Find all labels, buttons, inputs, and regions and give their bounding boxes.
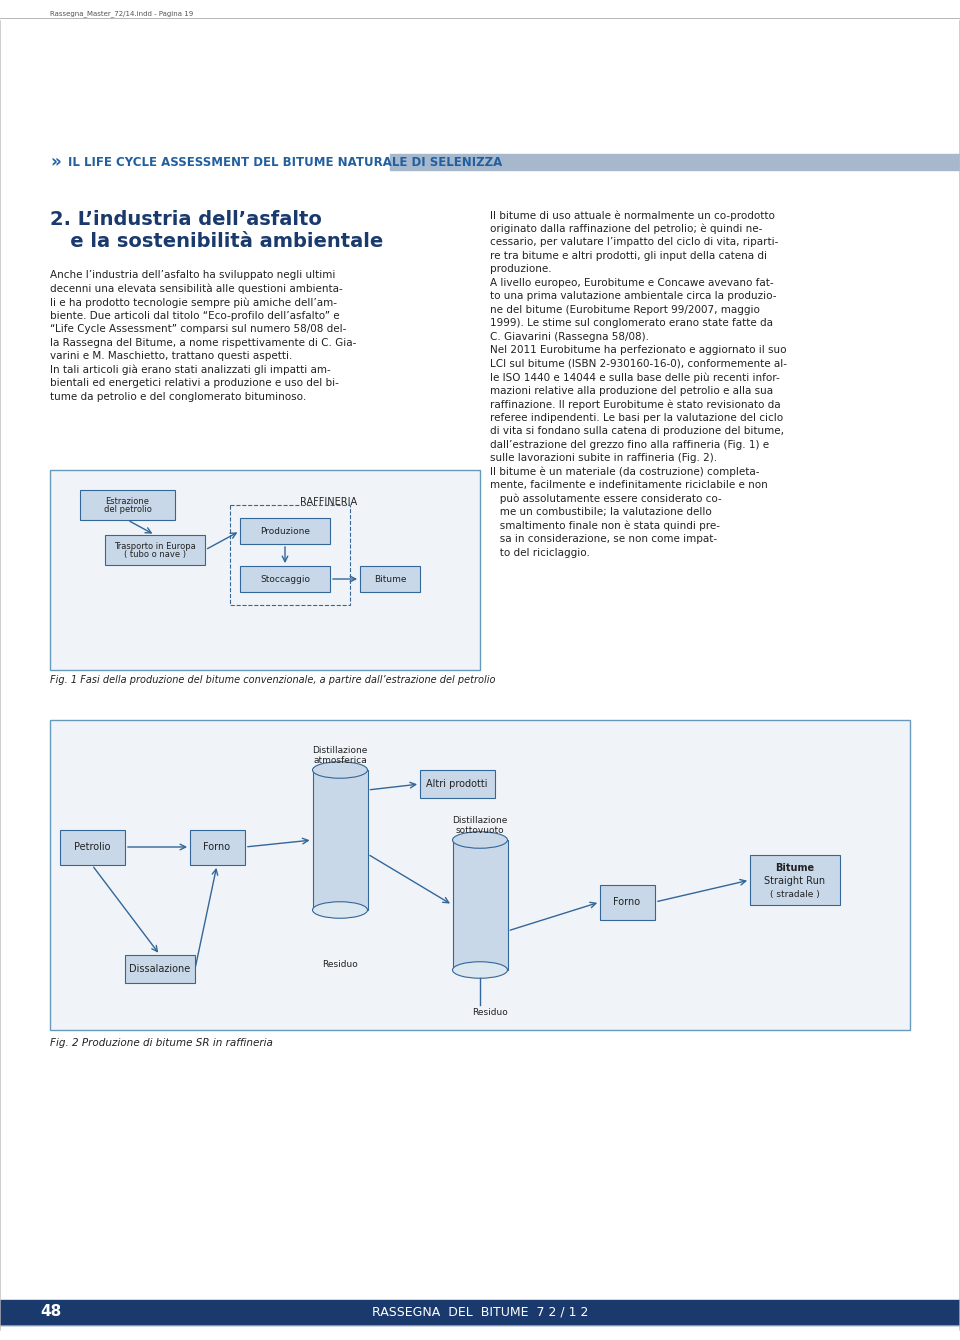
Text: varini e M. Maschietto, trattano questi aspetti.: varini e M. Maschietto, trattano questi … <box>50 351 293 360</box>
Text: Il bitume è un materiale (da costruzione) completa-: Il bitume è un materiale (da costruzione… <box>490 466 759 477</box>
Text: può assolutamente essere considerato co-: può assolutamente essere considerato co- <box>490 493 722 504</box>
Bar <box>80 490 175 520</box>
Text: biente. Due articoli dal titolo “Eco-profilo dell’asfalto” e: biente. Due articoli dal titolo “Eco-pro… <box>50 311 340 320</box>
Bar <box>0 1300 960 1325</box>
Text: 2. L’industria dell’asfalto: 2. L’industria dell’asfalto <box>50 210 322 229</box>
Text: to del riciclaggio.: to del riciclaggio. <box>490 548 589 557</box>
Bar <box>125 955 195 984</box>
Text: Petrolio: Petrolio <box>74 842 110 852</box>
Text: Altri prodotti: Altri prodotti <box>426 779 488 789</box>
Text: me un combustibile; la valutazione dello: me un combustibile; la valutazione dello <box>490 507 711 517</box>
Text: dall’estrazione del grezzo fino alla raffineria (Fig. 1) e: dall’estrazione del grezzo fino alla raf… <box>490 440 769 449</box>
Text: Estrazione: Estrazione <box>106 497 150 505</box>
Text: In tali articoli già erano stati analizzati gli impatti am-: In tali articoli già erano stati analizz… <box>50 364 331 375</box>
Text: e la sostenibilità ambientale: e la sostenibilità ambientale <box>50 232 383 251</box>
Bar <box>190 829 245 866</box>
Bar <box>50 720 910 1030</box>
Text: Bitume: Bitume <box>373 575 406 583</box>
Text: Residuo: Residuo <box>472 1008 508 1017</box>
Text: Distillazione: Distillazione <box>312 746 368 754</box>
Text: originato dalla raffinazione del petrolio; è quindi ne-: originato dalla raffinazione del petroli… <box>490 224 762 234</box>
Bar <box>600 884 655 921</box>
Text: C. Giavarini (Rassegna 58/08).: C. Giavarini (Rassegna 58/08). <box>490 331 649 342</box>
Text: Dissalazione: Dissalazione <box>130 963 191 974</box>
Text: RASSEGNA  DEL  BITUME  7 2 / 1 2: RASSEGNA DEL BITUME 7 2 / 1 2 <box>372 1305 588 1319</box>
Text: 1999). Le stime sul conglomerato erano state fatte da: 1999). Le stime sul conglomerato erano s… <box>490 318 773 328</box>
Text: Il bitume di uso attuale è normalmente un co-prodotto: Il bitume di uso attuale è normalmente u… <box>490 210 775 221</box>
Bar <box>750 855 840 904</box>
Ellipse shape <box>452 832 508 848</box>
Text: Distillazione: Distillazione <box>452 816 508 825</box>
Bar <box>240 565 330 592</box>
Text: ( stradale ): ( stradale ) <box>770 890 820 899</box>
Text: li e ha prodotto tecnologie sempre più amiche dell’am-: li e ha prodotto tecnologie sempre più a… <box>50 297 337 307</box>
Text: tume da petrolio e del conglomerato bituminoso.: tume da petrolio e del conglomerato bitu… <box>50 391 306 402</box>
Text: smaltimento finale non è stata quindi pre-: smaltimento finale non è stata quindi pr… <box>490 520 720 531</box>
Text: produzione.: produzione. <box>490 264 552 273</box>
Text: sa in considerazione, se non come impat-: sa in considerazione, se non come impat- <box>490 535 717 544</box>
Text: cessario, per valutare l’impatto del ciclo di vita, riparti-: cessario, per valutare l’impatto del cic… <box>490 237 779 247</box>
Text: 48: 48 <box>40 1305 61 1320</box>
Text: A livello europeo, Eurobitume e Concawe avevano fat-: A livello europeo, Eurobitume e Concawe … <box>490 277 774 288</box>
Text: to una prima valutazione ambientale circa la produzio-: to una prima valutazione ambientale circ… <box>490 291 777 302</box>
Text: le ISO 1440 e 14044 e sulla base delle più recenti infor-: le ISO 1440 e 14044 e sulla base delle p… <box>490 373 780 382</box>
Text: Rassegna_Master_72/14.indd - Pagina 19: Rassegna_Master_72/14.indd - Pagina 19 <box>50 9 193 17</box>
Bar <box>60 829 125 866</box>
Bar <box>240 519 330 544</box>
Text: sulle lavorazioni subite in raffineria (Fig. 2).: sulle lavorazioni subite in raffineria (… <box>490 453 717 464</box>
Text: Fig. 1 Fasi della produzione del bitume convenzionale, a partire dall’estrazione: Fig. 1 Fasi della produzione del bitume … <box>50 675 495 685</box>
Text: Trasporto in Europa: Trasporto in Europa <box>114 541 196 551</box>
Text: la Rassegna del Bitume, a nome rispettivamente di C. Gia-: la Rassegna del Bitume, a nome rispettiv… <box>50 338 356 347</box>
Text: RAFFINERIA: RAFFINERIA <box>300 497 357 507</box>
Text: Stoccaggio: Stoccaggio <box>260 575 310 583</box>
Text: Forno: Forno <box>204 842 230 852</box>
Text: Nel 2011 Eurobitume ha perfezionato e aggiornato il suo: Nel 2011 Eurobitume ha perfezionato e ag… <box>490 344 786 355</box>
Bar <box>420 770 495 799</box>
Text: ne del bitume (Eurobitume Report 99/2007, maggio: ne del bitume (Eurobitume Report 99/2007… <box>490 304 760 315</box>
Text: sottovuoto: sottovuoto <box>456 825 504 835</box>
Text: del petrolio: del petrolio <box>104 504 152 513</box>
Text: Straight Run: Straight Run <box>764 876 826 886</box>
Ellipse shape <box>452 962 508 978</box>
Text: »: » <box>50 153 60 172</box>
Ellipse shape <box>313 902 368 918</box>
Text: atmosferica: atmosferica <box>313 756 367 765</box>
Text: Forno: Forno <box>613 896 640 907</box>
Text: Anche l’industria dell’asfalto ha sviluppato negli ultimi: Anche l’industria dell’asfalto ha svilup… <box>50 269 335 280</box>
Ellipse shape <box>313 761 368 779</box>
Text: mente, facilmente e indefinitamente riciclabile e non: mente, facilmente e indefinitamente rici… <box>490 480 768 490</box>
Text: Residuo: Residuo <box>323 959 358 969</box>
Bar <box>360 565 420 592</box>
Text: “Life Cycle Assessment” comparsi sul numero 58/08 del-: “Life Cycle Assessment” comparsi sul num… <box>50 324 347 334</box>
Text: ( tubo o nave ): ( tubo o nave ) <box>124 549 186 559</box>
Bar <box>230 505 350 604</box>
Text: bientali ed energetici relativi a produzione e uso del bi-: bientali ed energetici relativi a produz… <box>50 378 339 389</box>
Bar <box>390 154 960 170</box>
Text: referee indipendenti. Le basi per la valutazione del ciclo: referee indipendenti. Le basi per la val… <box>490 413 783 422</box>
Text: Fig. 2 Produzione di bitume SR in raffineria: Fig. 2 Produzione di bitume SR in raffin… <box>50 1038 273 1048</box>
Text: mazioni relative alla produzione del petrolio e alla sua: mazioni relative alla produzione del pet… <box>490 386 773 395</box>
Bar <box>452 840 508 970</box>
Text: decenni una elevata sensibilità alle questioni ambienta-: decenni una elevata sensibilità alle que… <box>50 284 343 293</box>
Bar <box>313 770 368 910</box>
Text: di vita si fondano sulla catena di produzione del bitume,: di vita si fondano sulla catena di produ… <box>490 426 784 436</box>
Bar <box>105 535 205 565</box>
Text: Produzione: Produzione <box>260 527 310 536</box>
Text: IL LIFE CYCLE ASSESSMENT DEL BITUME NATURALE DI SELENIZZA: IL LIFE CYCLE ASSESSMENT DEL BITUME NATU… <box>68 155 502 169</box>
Text: re tra bitume e altri prodotti, gli input della catena di: re tra bitume e altri prodotti, gli inpu… <box>490 251 767 260</box>
Text: Bitume: Bitume <box>776 863 815 872</box>
Text: LCI sul bitume (ISBN 2-930160-16-0), conformemente al-: LCI sul bitume (ISBN 2-930160-16-0), con… <box>490 359 787 368</box>
Text: raffinazione. Il report Eurobitume è stato revisionato da: raffinazione. Il report Eurobitume è sta… <box>490 399 780 410</box>
Bar <box>50 470 480 670</box>
